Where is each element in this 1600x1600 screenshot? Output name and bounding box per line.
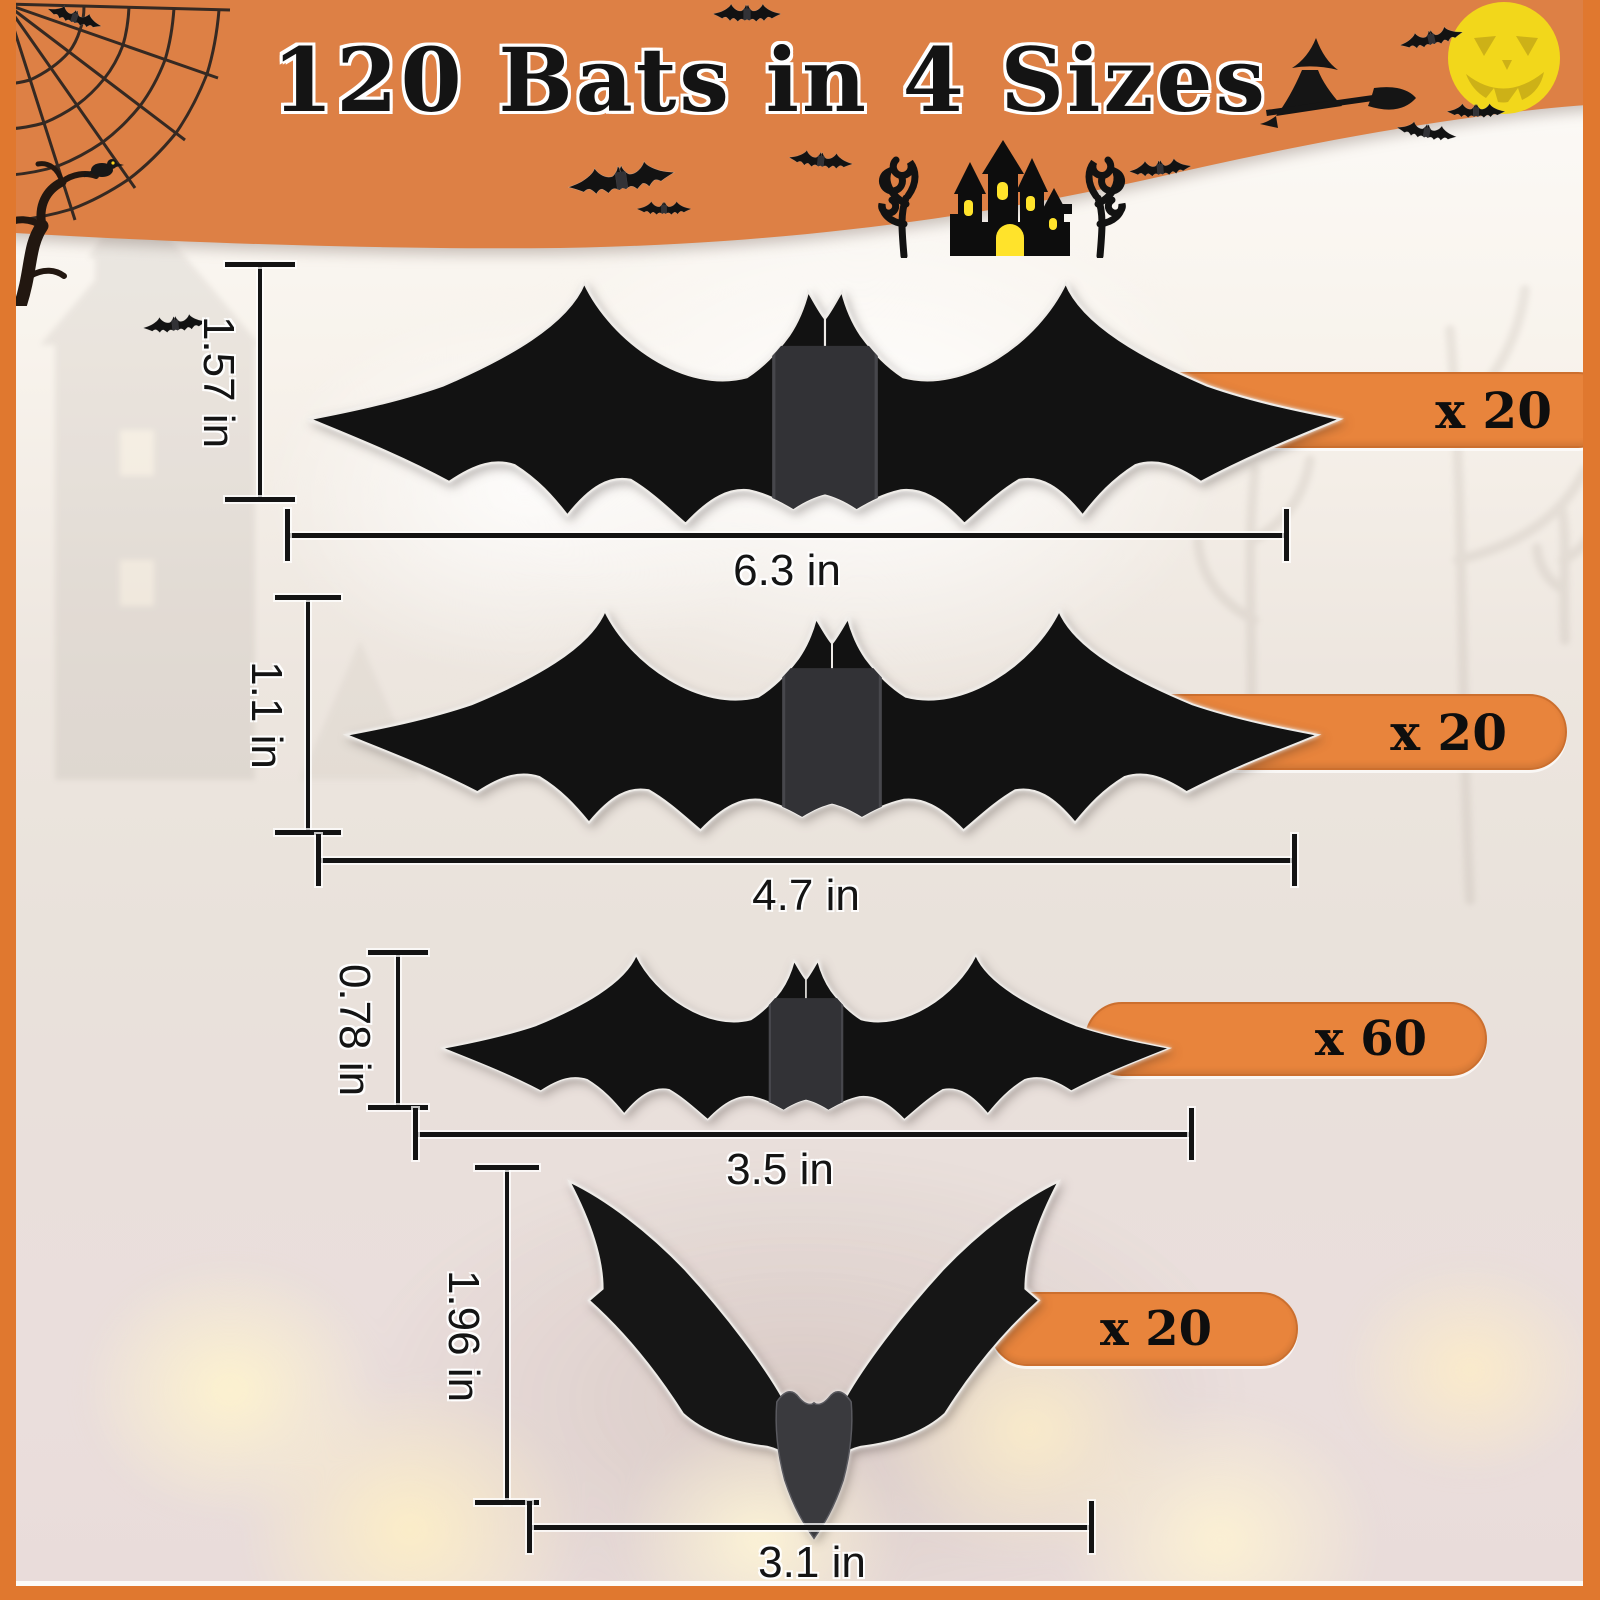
crow-icon: [83, 159, 124, 178]
height-label-size4: 1.96 in: [439, 1269, 488, 1403]
height-cap-top-size4: [475, 1165, 539, 1170]
bat-icon: [1446, 102, 1506, 118]
witch-on-broom-icon: [1260, 38, 1416, 128]
height-cap-top-size1: [225, 262, 295, 267]
height-line-size3: [396, 953, 400, 1108]
height-cap-bottom-size2: [275, 830, 341, 835]
count-badge-size4: x 20: [990, 1292, 1298, 1366]
haunted-house-icon: [40, 200, 260, 780]
height-line-size4: [505, 1168, 509, 1505]
bat-silhouette-size1: [295, 258, 1355, 530]
width-line-size1: [287, 533, 1287, 538]
bat-silhouette-size2: [332, 588, 1332, 836]
bat-silhouette-size4: [540, 1162, 1088, 1552]
width-label-size4: 3.1 in: [758, 1538, 866, 1587]
frame-left-border: [0, 0, 16, 1600]
width-cap-right-size1: [1284, 509, 1289, 561]
width-cap-left-size1: [285, 509, 290, 561]
width-line-size2: [318, 858, 1295, 863]
frame-bottom-border: [0, 1586, 1600, 1600]
bat-silhouette-size3: [432, 938, 1180, 1124]
bat-icon: [712, 2, 782, 22]
haunted-castle-icon: [878, 140, 1126, 258]
width-line-size3: [415, 1132, 1192, 1137]
frame-right-border: [1583, 0, 1600, 1600]
width-cap-right-size2: [1292, 834, 1297, 886]
width-label-size1: 6.3 in: [733, 546, 841, 595]
width-cap-left-size2: [316, 834, 321, 886]
bare-tree-icon: [2, 159, 124, 306]
width-cap-left-size4: [527, 1501, 532, 1553]
frame-inner-line: [16, 1581, 1583, 1586]
jack-o-lantern-moon-icon: [1448, 2, 1560, 114]
height-label-size2: 1.1 in: [242, 661, 291, 769]
width-label-size3: 3.5 in: [726, 1145, 834, 1194]
count-badge-size3: x 60: [1085, 1002, 1487, 1076]
page-title: 120 Bats in 4 Sizes: [272, 28, 1268, 132]
curly-tree-icon: [878, 156, 919, 258]
height-line-size1: [258, 265, 262, 500]
width-cap-right-size3: [1189, 1108, 1194, 1160]
height-cap-bottom-size1: [225, 497, 295, 502]
height-label-size1: 1.57 in: [194, 315, 243, 449]
height-cap-top-size3: [368, 950, 428, 955]
width-cap-left-size3: [413, 1108, 418, 1160]
bat-icon: [636, 200, 692, 215]
curly-tree-icon: [1085, 156, 1126, 258]
height-cap-top-size2: [275, 595, 341, 600]
height-cap-bottom-size3: [368, 1105, 428, 1110]
height-label-size3: 0.78 in: [330, 963, 379, 1097]
width-line-size4: [529, 1525, 1092, 1530]
width-cap-right-size4: [1089, 1501, 1094, 1553]
width-label-size2: 4.7 in: [752, 871, 860, 920]
height-cap-bottom-size4: [475, 1500, 539, 1505]
header-banner: [0, 0, 1600, 249]
height-line-size2: [306, 598, 310, 833]
